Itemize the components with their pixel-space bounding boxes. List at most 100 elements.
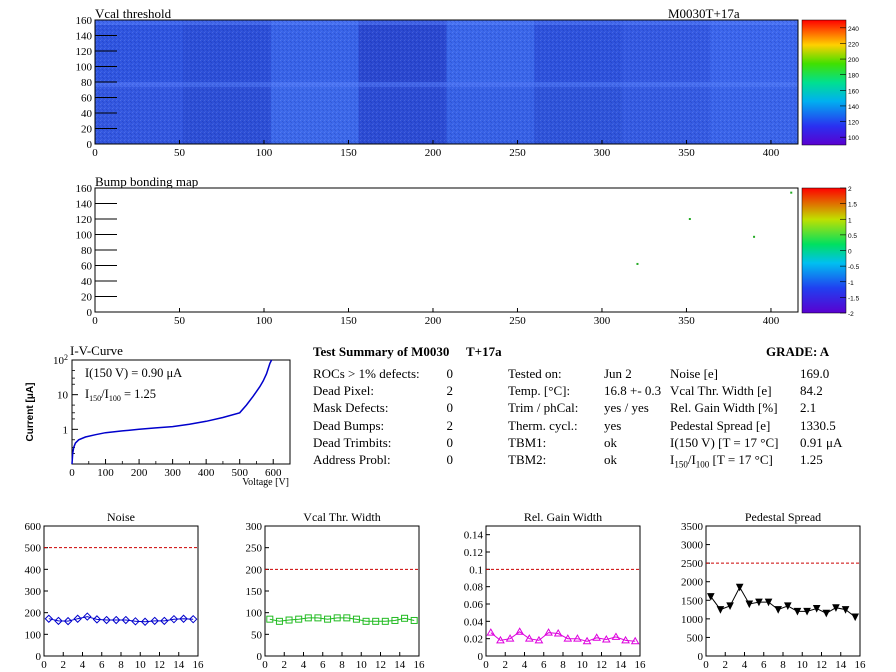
x-tick-label: 10 [577, 659, 589, 671]
summary-row-value: 169.0 [800, 366, 830, 381]
summary-row-value: 1.25 [800, 452, 823, 467]
x-tick-label: 350 [678, 315, 695, 327]
summary-row-label: Dead Trimbits: [313, 434, 392, 450]
pedestal-spread-frame [705, 525, 861, 657]
y-tick-label: 0 [257, 651, 263, 663]
bump-defect-point [753, 235, 756, 238]
x-tick-label: 0 [703, 659, 709, 671]
vcal-width-plot: Vcal Thr. Width 0 2 4 6 8 10 12 14 16 0 50 100 150 200… [246, 510, 426, 671]
x-tick-label: 400 [763, 315, 780, 327]
x-tick-label: 100 [256, 147, 273, 159]
noise-data-point [44, 614, 54, 623]
vcal-width-data-point [352, 615, 360, 623]
y-tick-label: 250 [246, 543, 263, 555]
palette-tick-label: -2 [848, 311, 854, 318]
summary-row-label: Noise [e] [670, 366, 719, 381]
y-tick-label: 200 [25, 608, 42, 620]
palette-tick-label: -1 [848, 280, 854, 287]
summary-row-label: Trim / phCal: [508, 400, 579, 416]
vcal-width-data-point [304, 614, 312, 622]
pedestal-spread-data-point [755, 598, 763, 607]
x-tick-label: 8 [780, 659, 786, 671]
vcal-width-data-point [275, 617, 283, 625]
vcal-color-palette [801, 19, 847, 146]
gain-width-data-point [592, 633, 602, 641]
y-tick-label: 100 [76, 230, 93, 242]
vcal-width-data-point [333, 614, 341, 622]
pedestal-spread-data-point [716, 606, 725, 614]
x-tick-label: 400 [763, 147, 780, 159]
noise-plot: Noise 0 2 4 6 8 10 12 14 16 0 100 200 300 400 500 600 [25, 510, 205, 671]
bump-bonding-map: Bump bonding map 0 50 100 150 200 250 300 350 40… [76, 174, 860, 327]
summary-row-label: Mask Defects: [313, 400, 389, 416]
pedestal-spread-data-point [784, 602, 792, 610]
bump-map-axes: 0 50 100 150 200 250 300 350 400 0 20 40 60 80 100 120 1… [76, 183, 780, 327]
noise-data-point [83, 612, 92, 621]
palette-tick-label: 240 [848, 26, 859, 33]
y-tick-label: 0 [698, 651, 704, 663]
vcal-map-texture [95, 20, 798, 144]
x-tick-label: 10 [356, 659, 368, 671]
y-tick-label: 120 [76, 46, 93, 58]
x-tick-label: 4 [80, 659, 86, 671]
pedestal-spread-data-point [707, 593, 715, 601]
x-tick-label: 14 [394, 659, 406, 671]
x-tick-label: 14 [173, 659, 185, 671]
x-tick-label: 200 [425, 147, 442, 159]
x-tick-label: 100 [256, 315, 273, 327]
x-tick-label: 16 [635, 659, 647, 671]
palette-tick-label: -1.5 [848, 295, 860, 302]
y-tick-label: 100 [246, 608, 263, 620]
y-tick-label: 500 [25, 543, 42, 555]
palette-tick-label: 2 [848, 186, 852, 193]
pedestal-spread-series-line [710, 586, 856, 618]
summary-row-label: Rel. Gain Width [%] [670, 400, 778, 416]
y-tick-label: 300 [246, 521, 263, 533]
summary-row-label: Vcal Thr. Width [e] [670, 383, 772, 399]
x-tick-label: 16 [414, 659, 426, 671]
palette-tick-label: -0.5 [848, 264, 860, 271]
x-tick-label: 150 [340, 147, 357, 159]
gain-width-data-point [563, 634, 573, 642]
y-tick-label: 80 [81, 77, 93, 89]
y-tick-label: 160 [76, 183, 93, 195]
vcal-width-data-point [410, 616, 418, 624]
gain-width-data-point [505, 634, 515, 642]
iv-frame [71, 359, 291, 465]
summary-row-label: TBM2: [508, 452, 547, 467]
y-tick-label: 150 [246, 586, 263, 598]
x-tick-label: 250 [509, 147, 526, 159]
noise-data-point [111, 615, 121, 625]
iv-curve-panel: I-V-Curve 0 100 200 300 400 500 600 1 10 102 I(15… [25, 343, 291, 488]
summary-row-label: Pedestal Spread [e] [670, 417, 771, 433]
x-tick-label: 150 [340, 315, 357, 327]
x-tick-label: 6 [320, 659, 326, 671]
x-tick-label: 8 [560, 659, 566, 671]
y-tick-label: 0 [478, 651, 484, 663]
vcal-threshold-map: Vcal threshold M0030T+17a 0 50 100 150 200 25… [76, 6, 860, 159]
vcal-width-data-point [401, 614, 409, 622]
summary-temp-label: T+17a [466, 344, 502, 359]
x-tick-label: 2 [503, 659, 509, 671]
vcal-width-data-point [362, 617, 370, 625]
y-tick-label: 0 [36, 651, 42, 663]
noise-title: Noise [107, 510, 135, 524]
summary-row-value: 84.2 [800, 383, 823, 399]
summary-row-value: 2.1 [800, 400, 817, 416]
iv-y-tick-label: 1 [63, 424, 69, 436]
gain-width-data-point [515, 627, 525, 635]
x-tick-label: 0 [41, 659, 47, 671]
summary-row-label: I150/I100 [T = 17 °C] [670, 452, 773, 470]
y-tick-label: 0 [87, 307, 93, 319]
gain-width-title: Rel. Gain Width [524, 510, 602, 524]
y-tick-label: 100 [76, 62, 93, 74]
vcal-palette-ticks: 100 120 140 160 180 200 220 240 [840, 26, 859, 142]
vcal-width-data-point [266, 615, 274, 623]
noise-data-point [131, 617, 140, 626]
noise-series-line [48, 616, 194, 623]
y-tick-label: 2000 [681, 577, 704, 589]
y-tick-label: 0.14 [464, 530, 484, 542]
pedestal-spread-data-point [851, 613, 859, 622]
x-tick-label: 10 [797, 659, 809, 671]
y-tick-label: 40 [81, 276, 93, 288]
